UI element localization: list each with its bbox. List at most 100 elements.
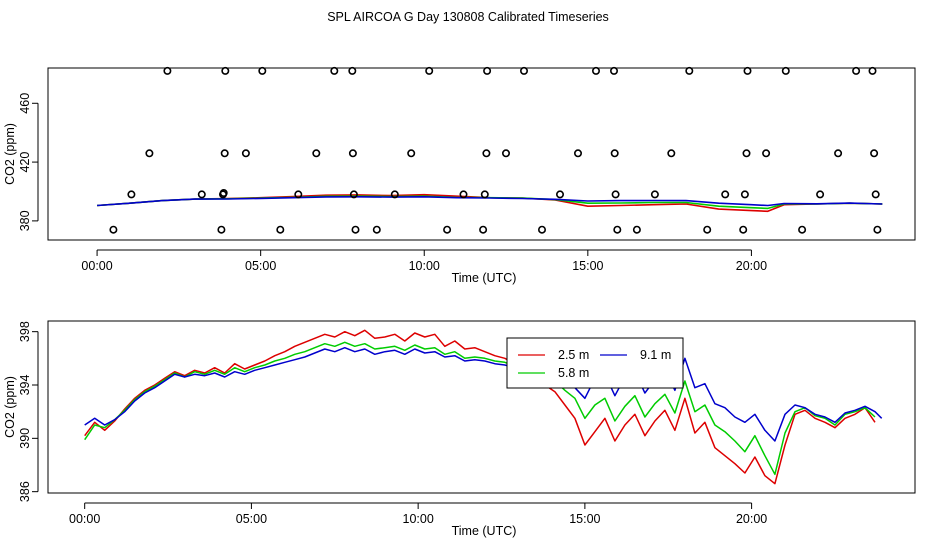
sample-point: [390, 190, 399, 199]
top-series-lines: [97, 193, 883, 213]
top-x-axis: 00:00 05:00 10:00 15:00 20:00: [81, 249, 767, 273]
y-tick-label: 380: [18, 210, 32, 231]
x-tick-label: 05:00: [236, 512, 267, 526]
top-y-axis-label: CO2 (ppm): [3, 123, 17, 185]
sample-point: [519, 66, 528, 75]
sample-point: [632, 225, 641, 234]
sample-point: [743, 66, 752, 75]
sample-point: [852, 66, 861, 75]
x-tick-label: 00:00: [69, 512, 100, 526]
sample-point: [742, 149, 751, 158]
x-tick-label: 00:00: [81, 259, 112, 273]
sample-point: [762, 149, 771, 158]
sample-point: [145, 149, 154, 158]
sample-point: [219, 189, 228, 198]
sample-point: [312, 149, 321, 158]
sample-point: [349, 190, 358, 199]
sample-point: [221, 66, 230, 75]
bottom-x-axis-label: Time (UTC): [452, 524, 517, 538]
y-tick-label: 390: [18, 428, 32, 449]
sample-point: [479, 225, 488, 234]
sample-point: [348, 66, 357, 75]
sample-point: [611, 190, 620, 199]
bottom-panel: 00:00 05:00 10:00 15:00 20:00 386 390 394 398 T…: [3, 320, 916, 538]
sample-point: [276, 225, 285, 234]
sample-point: [610, 149, 619, 158]
bottom-x-axis: 00:00 05:00 10:00 15:00 20:00: [69, 502, 767, 526]
series-line-9.1m: [97, 196, 883, 207]
top-sample-circles: [109, 66, 882, 234]
sample-point: [294, 190, 303, 199]
bottom-y-axis: 386 390 394 398: [18, 321, 39, 502]
sample-point: [351, 225, 360, 234]
sample-point: [407, 149, 416, 158]
sample-point: [217, 225, 226, 234]
sample-point: [258, 66, 267, 75]
sample-point: [650, 190, 659, 199]
top-plot-frame: [47, 67, 916, 241]
series-line-2.5m: [84, 329, 876, 485]
x-tick-label: 10:00: [403, 512, 434, 526]
sample-point: [721, 190, 730, 199]
sample-point: [163, 66, 172, 75]
legend: 2.5 m 9.1 m 5.8 m: [506, 337, 684, 389]
series-line-5.8m: [84, 341, 876, 476]
sample-point: [501, 149, 510, 158]
x-tick-label: 05:00: [245, 259, 276, 273]
sample-point: [868, 66, 877, 75]
figure-title: SPL AIRCOA G Day 130808 Calibrated Times…: [327, 10, 609, 24]
legend-label-5.8m: 5.8 m: [558, 366, 589, 380]
sample-point: [241, 149, 250, 158]
sample-point: [740, 190, 749, 199]
sample-point: [573, 149, 582, 158]
sample-point: [781, 66, 790, 75]
sample-point: [330, 66, 339, 75]
bottom-plot-frame: [47, 320, 916, 494]
sample-point: [834, 149, 843, 158]
sample-point: [798, 225, 807, 234]
sample-point: [609, 66, 618, 75]
sample-point: [873, 225, 882, 234]
sample-point: [870, 149, 879, 158]
sample-point: [871, 190, 880, 199]
top-x-axis-label: Time (UTC): [452, 271, 517, 285]
sample-point: [109, 225, 118, 234]
sample-point: [220, 149, 229, 158]
top-panel: 00:00 05:00 10:00 15:00 20:00 380 420 460 Time…: [3, 66, 916, 285]
top-y-axis: 380 420 460: [18, 93, 39, 231]
bottom-series-lines: [84, 329, 883, 485]
x-tick-label: 15:00: [572, 259, 603, 273]
series-line-9.1m: [84, 346, 883, 442]
x-tick-label: 10:00: [409, 259, 440, 273]
sample-point: [459, 190, 468, 199]
sample-point: [537, 225, 546, 234]
y-tick-label: 460: [18, 93, 32, 114]
sample-point: [482, 149, 491, 158]
y-tick-label: 386: [18, 481, 32, 502]
sample-point: [816, 190, 825, 199]
sample-point: [667, 149, 676, 158]
sample-point: [613, 225, 622, 234]
y-tick-label: 398: [18, 321, 32, 342]
sample-point: [685, 66, 694, 75]
sample-point: [127, 190, 136, 199]
y-tick-label: 394: [18, 375, 32, 396]
sample-point: [555, 190, 564, 199]
sample-point: [703, 225, 712, 234]
x-tick-label: 20:00: [736, 512, 767, 526]
sample-point: [197, 190, 206, 199]
sample-point: [739, 225, 748, 234]
bottom-y-axis-label: CO2 (ppm): [3, 376, 17, 438]
sample-point: [480, 190, 489, 199]
sample-point: [483, 66, 492, 75]
x-tick-label: 20:00: [736, 259, 767, 273]
legend-label-9.1m: 9.1 m: [640, 348, 671, 362]
sample-point: [372, 225, 381, 234]
sample-point: [591, 66, 600, 75]
legend-label-2.5m: 2.5 m: [558, 348, 589, 362]
sample-point: [443, 225, 452, 234]
sample-point: [348, 149, 357, 158]
y-tick-label: 420: [18, 152, 32, 173]
sample-point: [425, 66, 434, 75]
